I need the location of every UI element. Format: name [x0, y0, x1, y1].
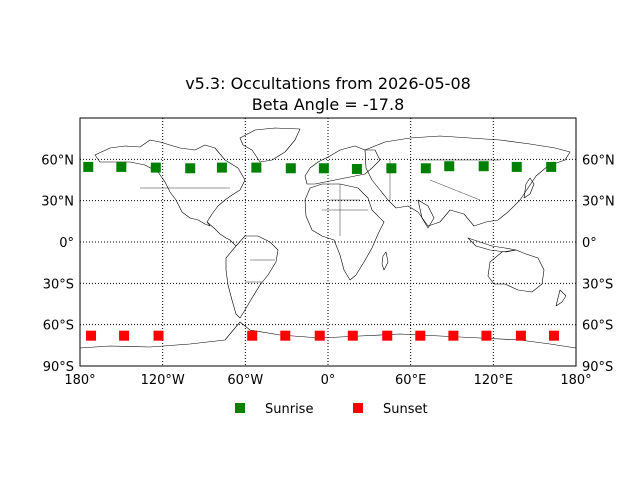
- y-tick-label-left: 60°N: [41, 153, 74, 168]
- y-tick-label-right: 60°N: [582, 153, 615, 168]
- chart-title: v5.3: Occultations from 2026-05-08: [185, 74, 471, 93]
- sunset-marker: [481, 330, 492, 341]
- sunset-marker: [86, 330, 97, 341]
- map-frame: [79, 117, 577, 367]
- sunrise-marker: [511, 161, 522, 172]
- world-map-coastlines: [79, 127, 577, 349]
- indonesia-outline: [467, 237, 517, 253]
- sunset-marker: [515, 330, 526, 341]
- sunset-marker: [548, 330, 559, 341]
- sunset-marker: [247, 330, 258, 341]
- y-tick-label-left: 30°S: [43, 277, 74, 292]
- central-america-outline: [206, 221, 237, 247]
- sunrise-marker: [150, 162, 161, 173]
- sunset-marker: [448, 330, 459, 341]
- sunset-marker: [415, 330, 426, 341]
- sunset-legend-swatch: [353, 403, 363, 413]
- north-america-outline: [94, 139, 246, 227]
- sunrise-marker: [116, 161, 127, 172]
- sunset-legend-label: Sunset: [383, 402, 428, 417]
- sunrise-marker: [444, 161, 455, 172]
- axis-ticks: 180° 120°W 60°W 0° 60°E 120°E 180° 60°N 60°N 30°N…: [41, 153, 615, 388]
- sunrise-marker: [83, 161, 94, 172]
- y-tick-label-right: 60°S: [582, 319, 613, 334]
- y-tick-label-left: 90°S: [43, 360, 74, 375]
- sunrise-marker: [478, 161, 489, 172]
- india-outline: [417, 199, 435, 229]
- sunrise-marker: [285, 163, 296, 174]
- new-zealand-outline: [555, 289, 567, 307]
- africa-outline: [304, 183, 385, 281]
- occultation-markers: [83, 161, 559, 341]
- chart-subtitle: Beta Angle = -17.8: [252, 95, 405, 114]
- x-tick-label: 0°: [321, 373, 336, 388]
- sunset-marker: [153, 330, 164, 341]
- antarctica-outline: [79, 321, 577, 349]
- y-tick-label-right: 30°S: [582, 277, 613, 292]
- x-tick-label: 180°: [64, 373, 95, 388]
- x-tick-label: 120°W: [141, 373, 185, 388]
- sunset-marker: [382, 330, 393, 341]
- sunset-marker: [347, 330, 358, 341]
- australia-outline: [487, 249, 545, 293]
- madagascar-outline: [381, 251, 389, 271]
- sunset-marker: [280, 330, 291, 341]
- sunrise-marker: [546, 161, 557, 172]
- sunrise-marker: [216, 162, 227, 173]
- y-tick-label-left: 60°S: [43, 319, 74, 334]
- sunrise-marker: [420, 163, 431, 174]
- legend: Sunrise Sunset: [235, 402, 428, 417]
- sunrise-marker: [386, 163, 397, 174]
- japan-outline: [523, 177, 535, 199]
- y-tick-label-right: 90°S: [582, 360, 613, 375]
- y-tick-label-right: 0°: [582, 236, 597, 251]
- sunset-marker: [314, 330, 325, 341]
- sunrise-marker: [185, 163, 196, 174]
- asia-outline: [364, 135, 571, 227]
- europe-outline: [304, 145, 381, 185]
- x-tick-label: 120°E: [474, 373, 514, 388]
- map-gridlines: [80, 118, 576, 366]
- south-america-outline: [225, 235, 279, 319]
- sunrise-marker: [351, 163, 362, 174]
- greenland-outline: [239, 127, 301, 163]
- x-tick-label: 60°E: [395, 373, 426, 388]
- y-tick-label-left: 30°N: [41, 195, 74, 210]
- sunrise-legend-swatch: [235, 403, 245, 413]
- x-tick-label: 180°: [560, 373, 591, 388]
- sunrise-marker: [318, 163, 329, 174]
- sunrise-marker: [251, 162, 262, 173]
- y-tick-label-right: 30°N: [582, 195, 615, 210]
- x-tick-label: 60°W: [227, 373, 263, 388]
- country-borders: [140, 159, 500, 283]
- sunrise-legend-label: Sunrise: [265, 402, 313, 417]
- sunset-marker: [119, 330, 130, 341]
- y-tick-label-left: 0°: [59, 236, 74, 251]
